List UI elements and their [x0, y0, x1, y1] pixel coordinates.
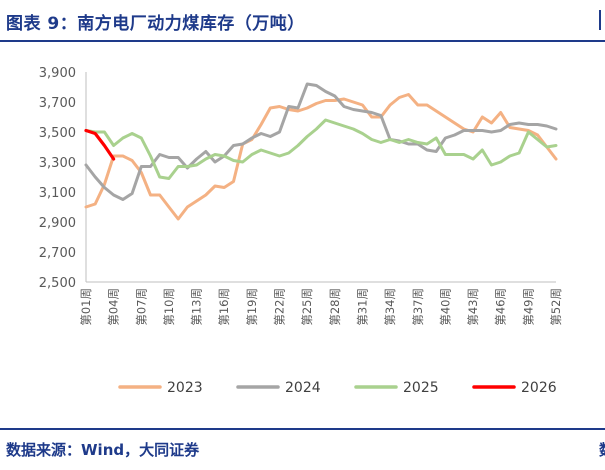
- x-tick-label: 第46周: [494, 288, 508, 326]
- legend-label-2023: 2023: [167, 380, 203, 396]
- series-line-2023: [84, 93, 558, 221]
- legend-label-2026: 2026: [521, 380, 557, 396]
- x-tick-label: 第49周: [521, 288, 535, 326]
- footer-bar: 数据来源：Wind，大同证券 数: [0, 428, 605, 470]
- series-line-2025: [84, 118, 558, 180]
- series-line-2024: [84, 82, 558, 201]
- legend-label-2024: 2024: [285, 380, 321, 396]
- legend-label-2025: 2025: [403, 380, 439, 396]
- y-tick-label: 3,900: [39, 66, 76, 81]
- x-tick-label: 第10周: [162, 288, 176, 326]
- x-tick-label: 第37周: [411, 288, 425, 326]
- x-tick-label: 第13周: [190, 288, 204, 326]
- y-tick-label: 2,700: [39, 246, 76, 261]
- x-tick-label: 第16周: [217, 288, 231, 326]
- x-tick-label: 第19周: [245, 288, 259, 326]
- x-tick-label: 第40周: [438, 288, 452, 326]
- x-tick-label: 第22周: [273, 288, 287, 326]
- coal-inventory-line-chart: 2,500 2,700 2,900 3,100 3,300 3,500 3,700 3,900…: [39, 66, 563, 396]
- source-note: 数据来源：Wind，大同证券: [6, 441, 200, 459]
- x-tick-label: 第34周: [383, 288, 397, 326]
- x-tick-label: 第28周: [328, 288, 342, 326]
- y-tick-label: 3,100: [39, 186, 76, 201]
- x-tick-label: 第43周: [466, 288, 480, 326]
- x-tick-label: 第52周: [549, 288, 563, 326]
- header-edge-mark: [599, 10, 605, 30]
- x-tick-label: 第04周: [107, 288, 121, 326]
- x-tick-label: 第07周: [134, 288, 148, 326]
- x-tick-label: 第25周: [300, 288, 314, 326]
- series-line-2026: [84, 128, 116, 161]
- y-tick-label: 3,300: [39, 156, 76, 171]
- x-tick-label: 第01周: [79, 288, 93, 326]
- title-bar: 图表 9：南方电厂动力煤库存（万吨）: [0, 0, 605, 42]
- x-tick-label: 第31周: [355, 288, 369, 326]
- y-tick-label: 3,500: [39, 126, 76, 141]
- y-tick-label: 3,700: [39, 96, 76, 111]
- footer-edge-glyph: 数: [599, 439, 605, 460]
- y-tick-label: 2,900: [39, 216, 76, 231]
- y-tick-label: 2,500: [39, 276, 76, 291]
- figure-title: 图表 9：南方电厂动力煤库存（万吨）: [6, 14, 305, 34]
